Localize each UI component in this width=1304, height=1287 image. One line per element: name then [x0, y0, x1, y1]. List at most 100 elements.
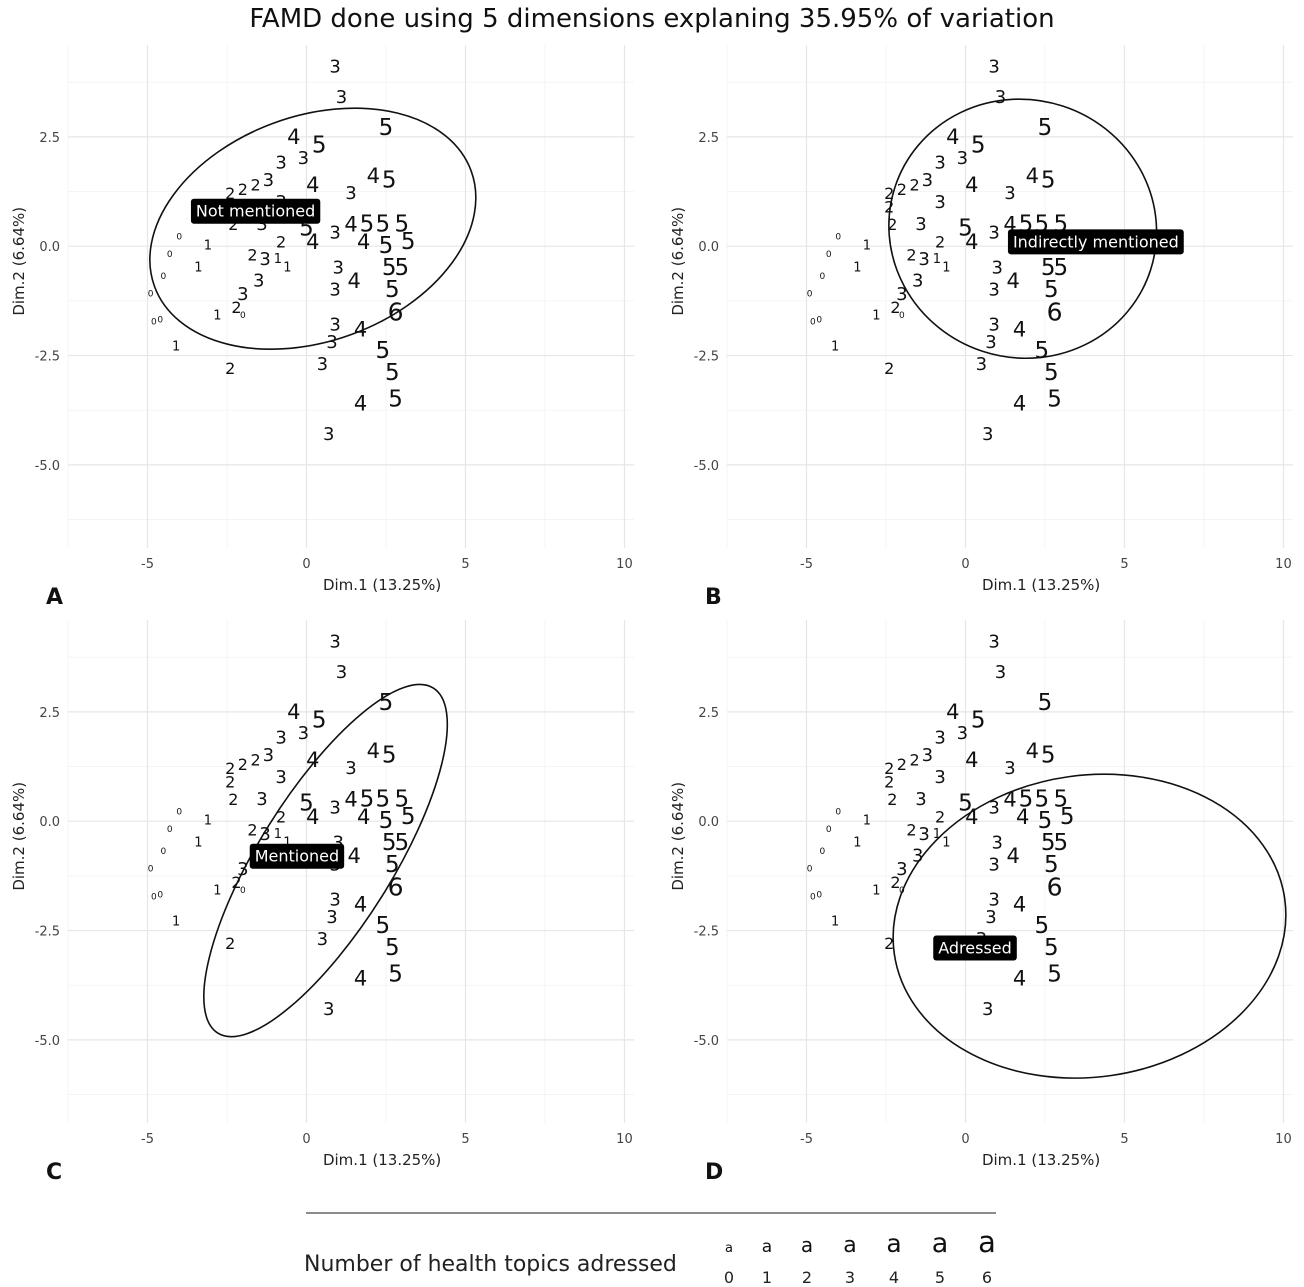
data-point: 0 — [167, 250, 173, 260]
data-point: 2 — [225, 359, 235, 378]
group-tag: Mentioned — [249, 843, 345, 869]
data-point: 3 — [317, 354, 328, 375]
data-point: 3 — [995, 87, 1006, 108]
data-point: 4 — [1013, 892, 1026, 916]
data-point: 2 — [247, 245, 257, 264]
data-point: 5 — [1041, 255, 1056, 281]
data-point: 2 — [906, 820, 916, 839]
data-point: 2 — [884, 184, 894, 203]
data-point: 3 — [345, 183, 356, 204]
data-point: 0 — [807, 864, 813, 874]
data-point: 4 — [344, 787, 357, 811]
data-point: 3 — [982, 999, 993, 1020]
data-point: 4 — [1006, 844, 1019, 868]
data-point: 2 — [890, 873, 900, 892]
data-point: 5 — [382, 743, 397, 769]
x-tick-label: 0 — [302, 557, 310, 572]
x-axis-label: Dim.1 (13.25%) — [323, 576, 441, 594]
data-point: 4 — [367, 164, 380, 188]
data-point: 3 — [329, 631, 340, 652]
data-point: 3 — [912, 271, 923, 292]
data-point: 5 — [379, 690, 394, 716]
data-point: 3 — [915, 214, 926, 235]
data-point: 5 — [379, 233, 394, 259]
data-point: 2 — [884, 197, 894, 216]
data-point: 4 — [1026, 739, 1039, 763]
data-point: 1 — [933, 252, 941, 267]
data-point: 2 — [884, 934, 894, 953]
data-point: 3 — [982, 424, 993, 445]
data-point: 5 — [360, 211, 375, 237]
legend-title: Number of health topics adressed — [304, 1252, 677, 1277]
data-point: 1 — [194, 836, 202, 851]
data-point: 0 — [157, 891, 163, 901]
data-point: 2 — [225, 184, 235, 203]
x-tick-label: 10 — [1275, 557, 1292, 572]
data-point: 2 — [910, 750, 920, 769]
group-tag-label: Mentioned — [255, 847, 339, 866]
data-point: 0 — [176, 807, 182, 817]
data-point: 1 — [274, 252, 282, 267]
data-point: 5 — [385, 360, 400, 386]
confidence-ellipse — [888, 98, 1158, 360]
data-point: 4 — [1006, 269, 1019, 293]
panel-letter: D — [705, 1160, 723, 1185]
data-point: 3 — [263, 745, 274, 766]
data-point: 1 — [863, 239, 871, 254]
x-tick-label: 5 — [461, 1132, 469, 1147]
data-point: 2 — [935, 232, 945, 251]
data-point: 2 — [238, 755, 248, 774]
data-point: 3 — [345, 758, 356, 779]
data-point: 0 — [816, 316, 822, 326]
data-point: 2 — [247, 820, 257, 839]
data-point: 5 — [1044, 852, 1059, 878]
data-point: 5 — [971, 133, 986, 159]
data-point: 3 — [329, 56, 340, 77]
data-point: 4 — [287, 700, 300, 724]
y-tick-label: 0.0 — [39, 815, 60, 830]
x-tick-label: 10 — [616, 1132, 633, 1147]
data-point: 0 — [826, 250, 832, 260]
data-point: 3 — [896, 859, 907, 880]
data-point: 3 — [915, 789, 926, 810]
data-point: 3 — [985, 332, 996, 353]
data-point: 3 — [336, 662, 347, 683]
x-tick-label: -5 — [141, 557, 154, 572]
data-point: 0 — [835, 232, 841, 242]
data-point: 2 — [251, 750, 261, 769]
group-tag-label: Adressed — [938, 939, 1012, 958]
data-point: 3 — [992, 833, 1003, 854]
data-point: 5 — [1044, 360, 1059, 386]
data-point: 0 — [151, 318, 157, 328]
data-point: 5 — [385, 277, 400, 303]
data-point: 5 — [360, 786, 375, 812]
data-point: 5 — [395, 830, 410, 856]
data-point: 2 — [910, 175, 920, 194]
data-point: 3 — [988, 279, 999, 300]
data-point: 5 — [312, 708, 327, 734]
data-point: 1 — [274, 827, 282, 842]
group-tag: Adressed — [933, 935, 1017, 961]
data-point: 2 — [897, 180, 907, 199]
data-point: 5 — [382, 255, 397, 281]
data-point: 3 — [934, 153, 945, 174]
data-point: 3 — [957, 148, 968, 169]
data-point: 4 — [1026, 164, 1039, 188]
data-point: 3 — [259, 824, 270, 845]
data-point: 4 — [965, 748, 978, 772]
data-point: 2 — [897, 755, 907, 774]
data-point: 3 — [918, 249, 929, 270]
data-point: 4 — [354, 892, 367, 916]
data-point: 3 — [896, 284, 907, 305]
y-tick-label: -2.5 — [694, 350, 719, 365]
data-point: 5 — [958, 791, 973, 817]
y-axis-label: Dim.2 (6.64%) — [10, 782, 28, 891]
data-point: 6 — [1047, 297, 1063, 326]
x-axis-label: Dim.1 (13.25%) — [323, 1151, 441, 1169]
data-point: 1 — [863, 814, 871, 829]
data-point: 3 — [333, 833, 344, 854]
data-point: 4 — [347, 269, 360, 293]
group-tag: Indirectly mentioned — [1007, 229, 1184, 255]
